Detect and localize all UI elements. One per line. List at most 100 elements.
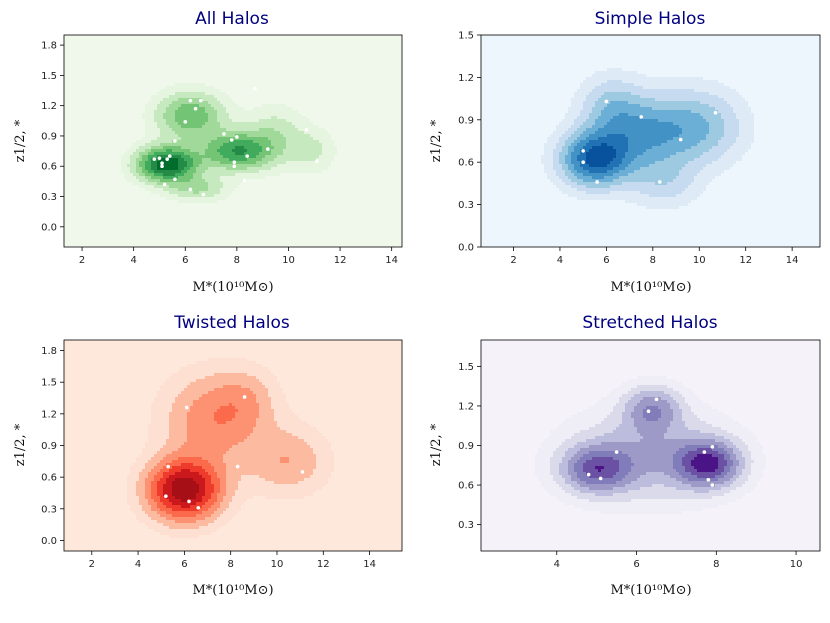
- data-point: [614, 450, 619, 454]
- data-point: [586, 472, 591, 477]
- y-tick-label: 0.3: [41, 192, 57, 203]
- data-point: [702, 450, 707, 454]
- data-point: [581, 149, 585, 153]
- y-tick-label: 0.9: [458, 441, 474, 452]
- x-tick-label: 12: [334, 255, 347, 266]
- data-point: [167, 154, 172, 158]
- y-tick-label: 0.6: [458, 158, 474, 169]
- x-tick-label: 2: [89, 559, 95, 570]
- data-point: [710, 483, 715, 487]
- y-tick-label: 0.6: [41, 473, 57, 484]
- x-tick-label: 12: [739, 255, 752, 266]
- data-point: [266, 147, 270, 151]
- data-point: [164, 494, 168, 498]
- data-point: [245, 154, 249, 158]
- data-point: [160, 161, 164, 166]
- data-point: [654, 397, 659, 402]
- contour-layer: [541, 68, 754, 209]
- x-tick-group: 2 4 6 8 10 12 14: [510, 247, 799, 266]
- data-point: [188, 98, 193, 103]
- x-tick-label: 8: [713, 559, 719, 570]
- data-point: [235, 135, 239, 139]
- data-point: [604, 99, 609, 104]
- y-axis-label: z1/2, *: [13, 423, 28, 466]
- x-axis-label: M*(10¹⁰M⊙): [610, 583, 691, 598]
- data-point: [201, 192, 206, 197]
- data-point: [657, 180, 662, 184]
- x-tick-label: 2: [510, 255, 516, 266]
- data-point: [304, 128, 309, 132]
- x-tick-label: 8: [234, 255, 240, 266]
- plot-frame: [63, 34, 403, 248]
- data-point: [713, 110, 718, 115]
- y-tick-label: 1.8: [41, 346, 57, 357]
- panel-stretched-halos: Stretched Halos 4 6 8 10 0.3 0.6 0.9 1.2 1.5 M*…: [429, 313, 821, 598]
- data-point: [242, 178, 247, 183]
- x-tick-group: 2 4 6 8 10 12 14: [79, 247, 398, 266]
- data-point: [639, 115, 644, 119]
- panel-twisted-halos: Twisted Halos 2 4 6 8 10 12 14 0.0 0.3 0.6 0.9 1.2…: [13, 313, 403, 598]
- y-axis-label: z1/2, *: [13, 119, 28, 162]
- data-point: [315, 159, 319, 163]
- x-tick-group: 4 6 8 10: [554, 551, 802, 570]
- x-tick-label: 6: [182, 255, 188, 266]
- x-tick-label: 4: [135, 559, 141, 570]
- contour-layer: [535, 376, 766, 514]
- y-tick-label: 0.0: [41, 222, 57, 233]
- data-point: [157, 156, 162, 160]
- y-tick-label: 1.5: [41, 378, 57, 389]
- y-tick-label: 0.3: [458, 520, 474, 531]
- data-point: [598, 476, 603, 481]
- data-point: [162, 182, 167, 187]
- data-point: [242, 395, 247, 399]
- y-tick-group: 0.0 0.3 0.6 0.9 1.2 1.5: [458, 31, 481, 254]
- y-tick-group: 0.0 0.3 0.6 0.9 1.2 1.5 1.8: [41, 346, 64, 547]
- data-point: [196, 505, 201, 510]
- data-point: [152, 157, 157, 161]
- data-point: [229, 138, 234, 142]
- y-tick-label: 1.5: [458, 31, 474, 42]
- x-tick-label: 8: [650, 255, 656, 266]
- x-tick-label: 4: [130, 255, 136, 266]
- x-axis-label: M*(10¹⁰M⊙): [192, 583, 273, 598]
- y-tick-label: 0.9: [41, 441, 57, 452]
- y-tick-group: 0.0 0.3 0.6 0.9 1.2 1.5 1.8: [41, 41, 64, 233]
- contour-layer: [121, 83, 337, 203]
- y-tick-label: 0.0: [41, 536, 57, 547]
- y-axis-label: z1/2, *: [429, 423, 444, 466]
- y-tick-label: 0.6: [458, 481, 474, 492]
- contour-level-7: [172, 478, 199, 502]
- contour-level-7: [586, 143, 616, 167]
- y-axis-label: z1/2, *: [429, 119, 444, 162]
- y-tick-label: 0.0: [458, 243, 474, 254]
- x-axis-label: M*(10¹⁰M⊙): [610, 280, 691, 295]
- x-tick-label: 14: [786, 255, 799, 266]
- x-tick-label: 14: [363, 559, 376, 570]
- y-tick-label: 0.9: [41, 131, 57, 142]
- data-point: [184, 405, 189, 410]
- x-tick-label: 4: [554, 559, 560, 570]
- data-point: [187, 499, 191, 504]
- data-point: [222, 132, 226, 136]
- x-tick-label: 10: [693, 255, 706, 266]
- y-tick-label: 1.2: [41, 101, 57, 112]
- x-tick-label: 6: [633, 559, 639, 570]
- data-point: [646, 409, 651, 414]
- panel-title: Twisted Halos: [173, 313, 290, 333]
- y-tick-label: 1.5: [458, 362, 474, 373]
- x-tick-group: 2 4 6 8 10 12 14: [89, 551, 376, 570]
- x-tick-label: 8: [227, 559, 233, 570]
- data-point: [595, 180, 599, 184]
- contour-level-6: [583, 448, 727, 478]
- y-tick-label: 1.2: [458, 73, 474, 84]
- x-axis-label: M*(10¹⁰M⊙): [192, 280, 273, 295]
- panel-title: Stretched Halos: [582, 313, 717, 333]
- y-tick-label: 1.8: [41, 41, 57, 52]
- y-tick-label: 1.5: [41, 71, 57, 82]
- x-tick-label: 12: [317, 559, 330, 570]
- y-tick-label: 0.3: [41, 504, 57, 515]
- data-point: [183, 120, 188, 124]
- y-tick-label: 0.9: [458, 115, 474, 126]
- data-point: [166, 464, 170, 469]
